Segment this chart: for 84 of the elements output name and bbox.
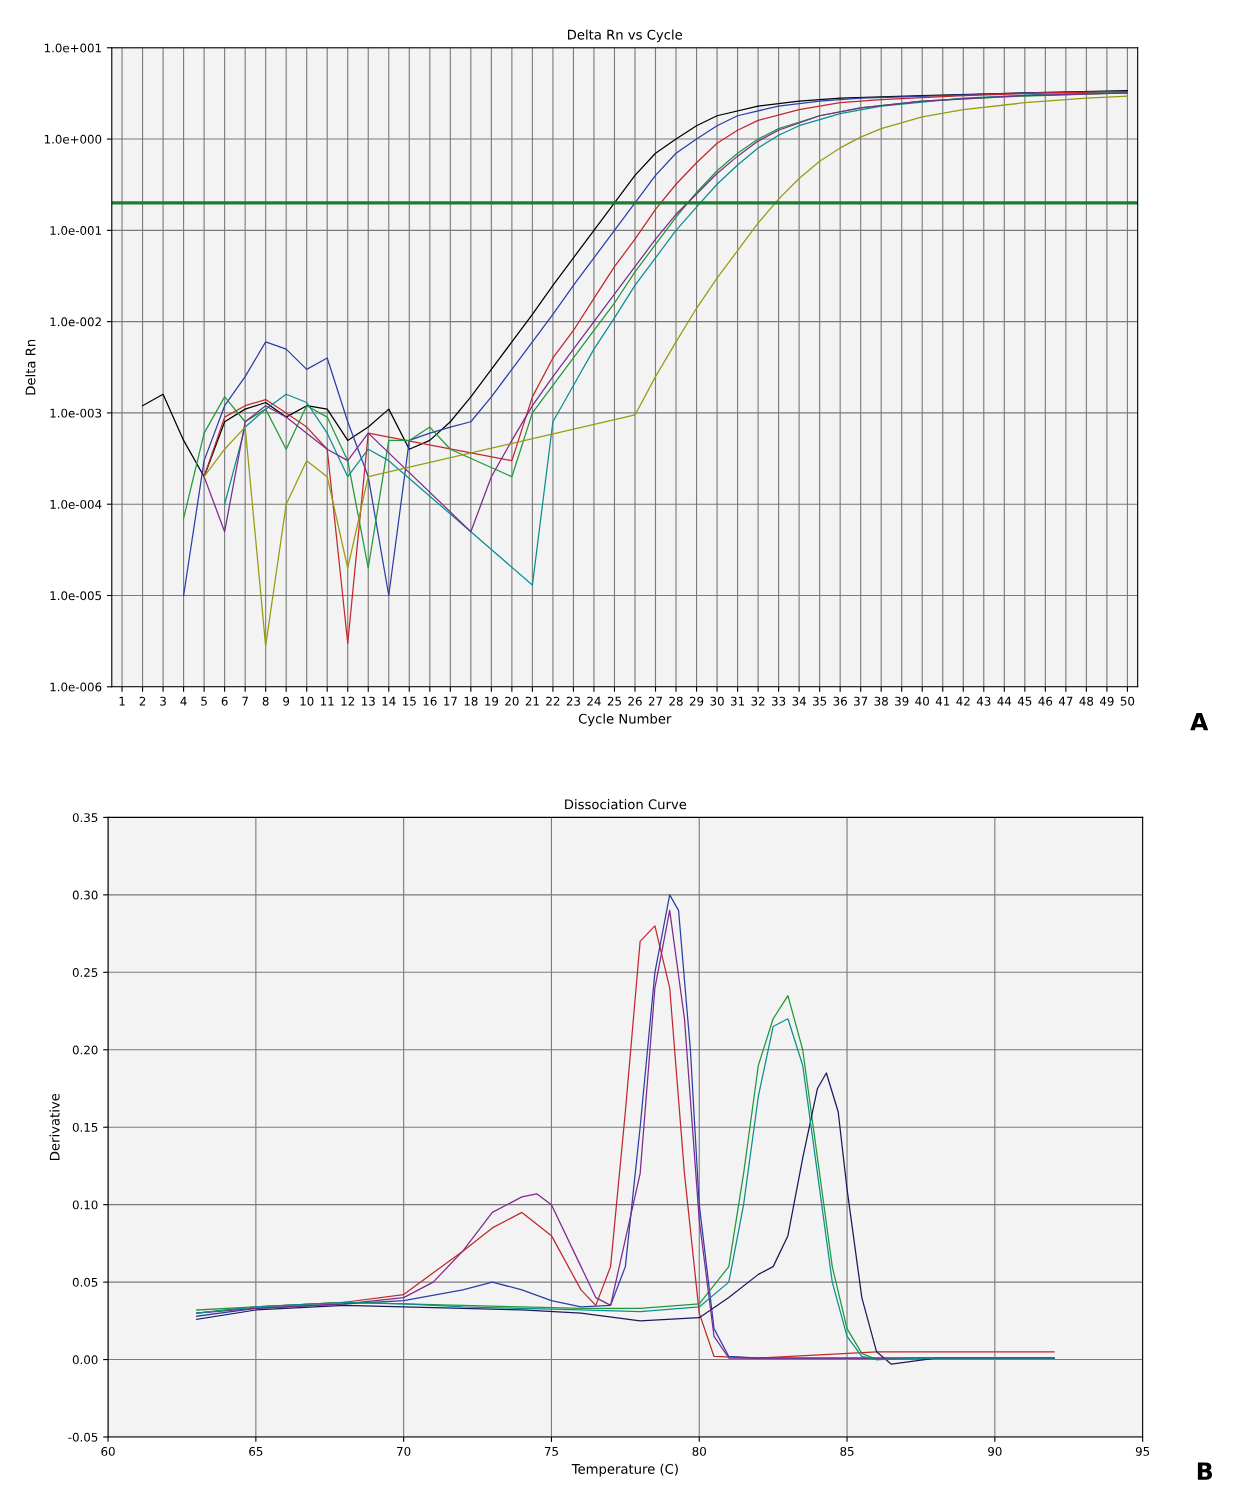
x-tick-label: 30 (710, 696, 724, 706)
y-axis-title: Delta Rn (25, 339, 36, 395)
x-tick-label: 42 (956, 696, 970, 706)
text: B (1197, 1462, 1213, 1480)
x-tick-label: 12 (341, 696, 355, 706)
x-tick-label: 3 (160, 696, 166, 706)
y-tick-label: 0.30 (72, 890, 98, 900)
x-tick-label: 65 (249, 1446, 263, 1456)
x-tick-label: 8 (262, 696, 269, 706)
x-tick-label: 60 (101, 1446, 115, 1456)
x-tick-label: 80 (692, 1446, 706, 1456)
x-tick-label: 48 (1079, 696, 1094, 706)
x-tick-label: 46 (1038, 696, 1053, 706)
x-tick-label: 70 (397, 1446, 411, 1456)
x-tick-label: 35 (813, 696, 827, 706)
x-tick-label: 17 (444, 696, 457, 706)
x-tick-label: 26 (628, 696, 642, 706)
x-tick-label: 5 (201, 696, 207, 706)
x-tick-label: 32 (751, 696, 765, 706)
x-tick-label: 19 (485, 696, 499, 706)
x-tick-label: 34 (792, 696, 806, 706)
x-tick-label: 10 (300, 696, 314, 706)
y-tick-label: 1.0e-005 (50, 591, 102, 601)
y-tick-label: 0.15 (72, 1122, 98, 1132)
y-axis-title: Derivative (49, 1093, 60, 1160)
chart-title: Delta Rn vs Cycle (567, 29, 683, 43)
x-tick-label: 75 (544, 1447, 558, 1456)
x-tick-label: 1 (119, 696, 125, 706)
y-tick-label: 0.10 (72, 1200, 98, 1210)
x-tick-label: 33 (772, 696, 786, 706)
x-tick-label: 44 (997, 696, 1012, 706)
x-tick-label: 40 (915, 696, 929, 706)
x-tick-label: 50 (1120, 696, 1135, 706)
x-tick-label: 7 (242, 696, 248, 706)
y-tick-label: 1.0e+001 (44, 43, 101, 53)
x-tick-label: 22 (546, 696, 560, 706)
y-tick-label: 1.0e-003 (50, 408, 102, 418)
x-tick-label: 39 (895, 696, 909, 706)
x-tick-label: 47 (1058, 696, 1073, 706)
x-axis-title: Cycle Number (578, 713, 672, 727)
x-tick-label: 9 (283, 696, 290, 706)
x-tick-label: 31 (730, 696, 744, 706)
x-tick-label: 95 (1135, 1446, 1150, 1456)
x-tick-label: 29 (689, 696, 704, 706)
y-tick-label: 0.05 (72, 1277, 98, 1287)
y-tick-label: 1.0e-004 (50, 499, 102, 509)
y-tick-label: 1.0e-001 (50, 226, 101, 235)
y-tick-label: 0.25 (72, 968, 98, 977)
y-tick-label: 0.35 (72, 813, 98, 823)
x-tick-label: 37 (854, 696, 868, 706)
x-tick-label: 27 (648, 696, 662, 706)
x-tick-label: 13 (362, 696, 375, 706)
x-tick-label: 28 (669, 696, 683, 706)
x-tick-label: 43 (976, 696, 991, 706)
x-tick-label: 49 (1099, 696, 1114, 706)
x-tick-label: 25 (607, 696, 621, 706)
y-tick-label: 1.0e-002 (50, 317, 101, 327)
x-tick-label: 36 (833, 696, 847, 706)
x-tick-label: 20 (505, 696, 519, 706)
x-tick-label: 6 (221, 696, 228, 706)
x-tick-label: 24 (587, 696, 601, 706)
chart-title: Dissociation Curve (565, 799, 687, 810)
x-tick-label: 90 (988, 1446, 1002, 1456)
x-tick-label: 16 (423, 696, 437, 706)
y-tick-label: 1.0e-006 (50, 682, 102, 692)
x-tick-label: 85 (840, 1446, 854, 1456)
x-tick-label: 23 (566, 696, 580, 706)
x-tick-label: 41 (935, 696, 950, 706)
y-tick-label: 0.00 (72, 1355, 98, 1365)
x-tick-label: 11 (321, 696, 334, 706)
x-tick-label: 45 (1017, 696, 1032, 706)
y-tick-label: 1.0e+000 (44, 134, 102, 144)
y-tick-label: -0.05 (68, 1432, 98, 1442)
x-tick-label: 15 (403, 696, 416, 706)
x-tick-label: 21 (525, 696, 539, 706)
x-tick-label: 4 (180, 696, 187, 706)
x-axis-title: Temperature (C) (571, 1463, 678, 1477)
x-tick-label: 14 (382, 696, 396, 706)
text: A (1190, 713, 1209, 731)
line-series (141, 89, 1129, 478)
x-tick-label: 38 (874, 696, 888, 706)
x-tick-label: 18 (464, 696, 478, 706)
x-tick-label: 2 (139, 696, 146, 706)
y-tick-label: 0.20 (72, 1045, 98, 1055)
